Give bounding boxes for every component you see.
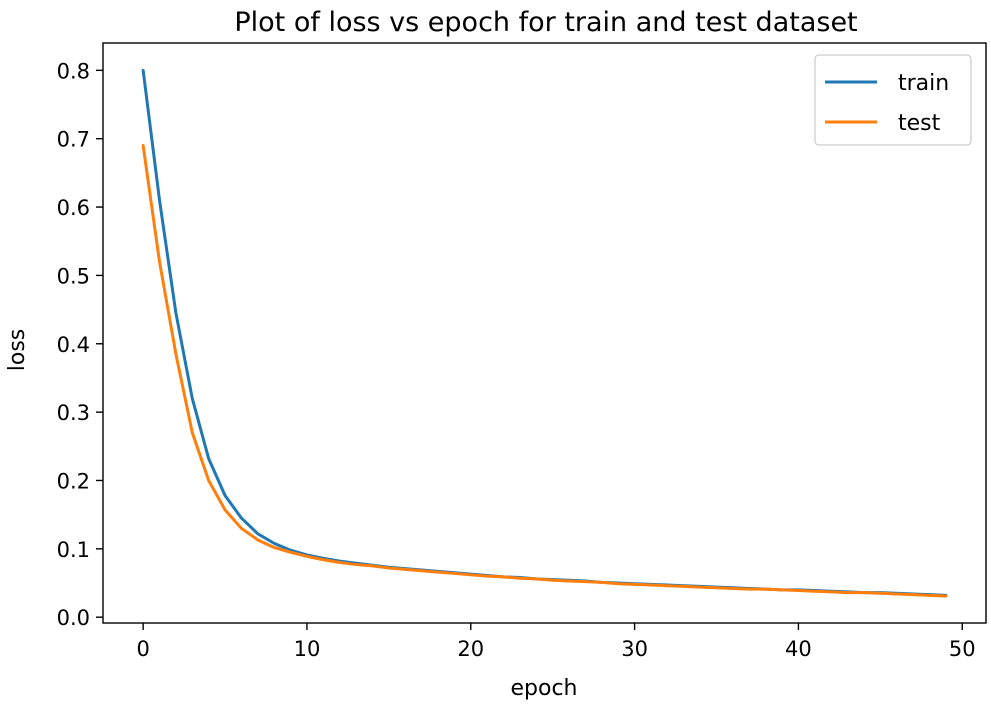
y-tick-label: 0.0	[57, 606, 90, 630]
legend: train test	[814, 54, 972, 146]
x-tick-label: 50	[949, 637, 976, 661]
legend-label-test: test	[898, 111, 941, 136]
x-tick-label: 40	[785, 637, 812, 661]
x-axis-label: epoch	[511, 676, 578, 701]
y-tick-label: 0.6	[57, 196, 90, 220]
y-tick-label: 0.4	[57, 333, 90, 357]
series-line-train	[141, 68, 948, 597]
plot-area	[141, 68, 948, 598]
chart-title: Plot of loss vs epoch for train and test…	[234, 7, 857, 38]
x-tick-label: 30	[621, 637, 648, 661]
y-tick-label: 0.2	[57, 469, 90, 493]
legend-label-train: train	[898, 71, 949, 96]
x-tick-label: 20	[457, 637, 484, 661]
y-axis-label: loss	[5, 329, 30, 372]
axes-frame	[102, 42, 987, 624]
y-tick-label: 0.7	[57, 128, 90, 152]
series-line-test	[141, 144, 948, 598]
y-tick-label: 0.5	[57, 264, 90, 288]
y-tick-label: 0.1	[57, 538, 90, 562]
x-tick-label: 10	[294, 637, 321, 661]
axis-ticks: 0 10 20 30 40 50 0.0 0.1 0.2 0.3 0.4 0.5 0.6 0.7 0.8	[57, 59, 976, 661]
x-tick-label: 0	[136, 637, 149, 661]
y-tick-label: 0.3	[57, 401, 90, 425]
y-tick-label: 0.8	[57, 59, 90, 83]
legend-box	[814, 54, 972, 146]
